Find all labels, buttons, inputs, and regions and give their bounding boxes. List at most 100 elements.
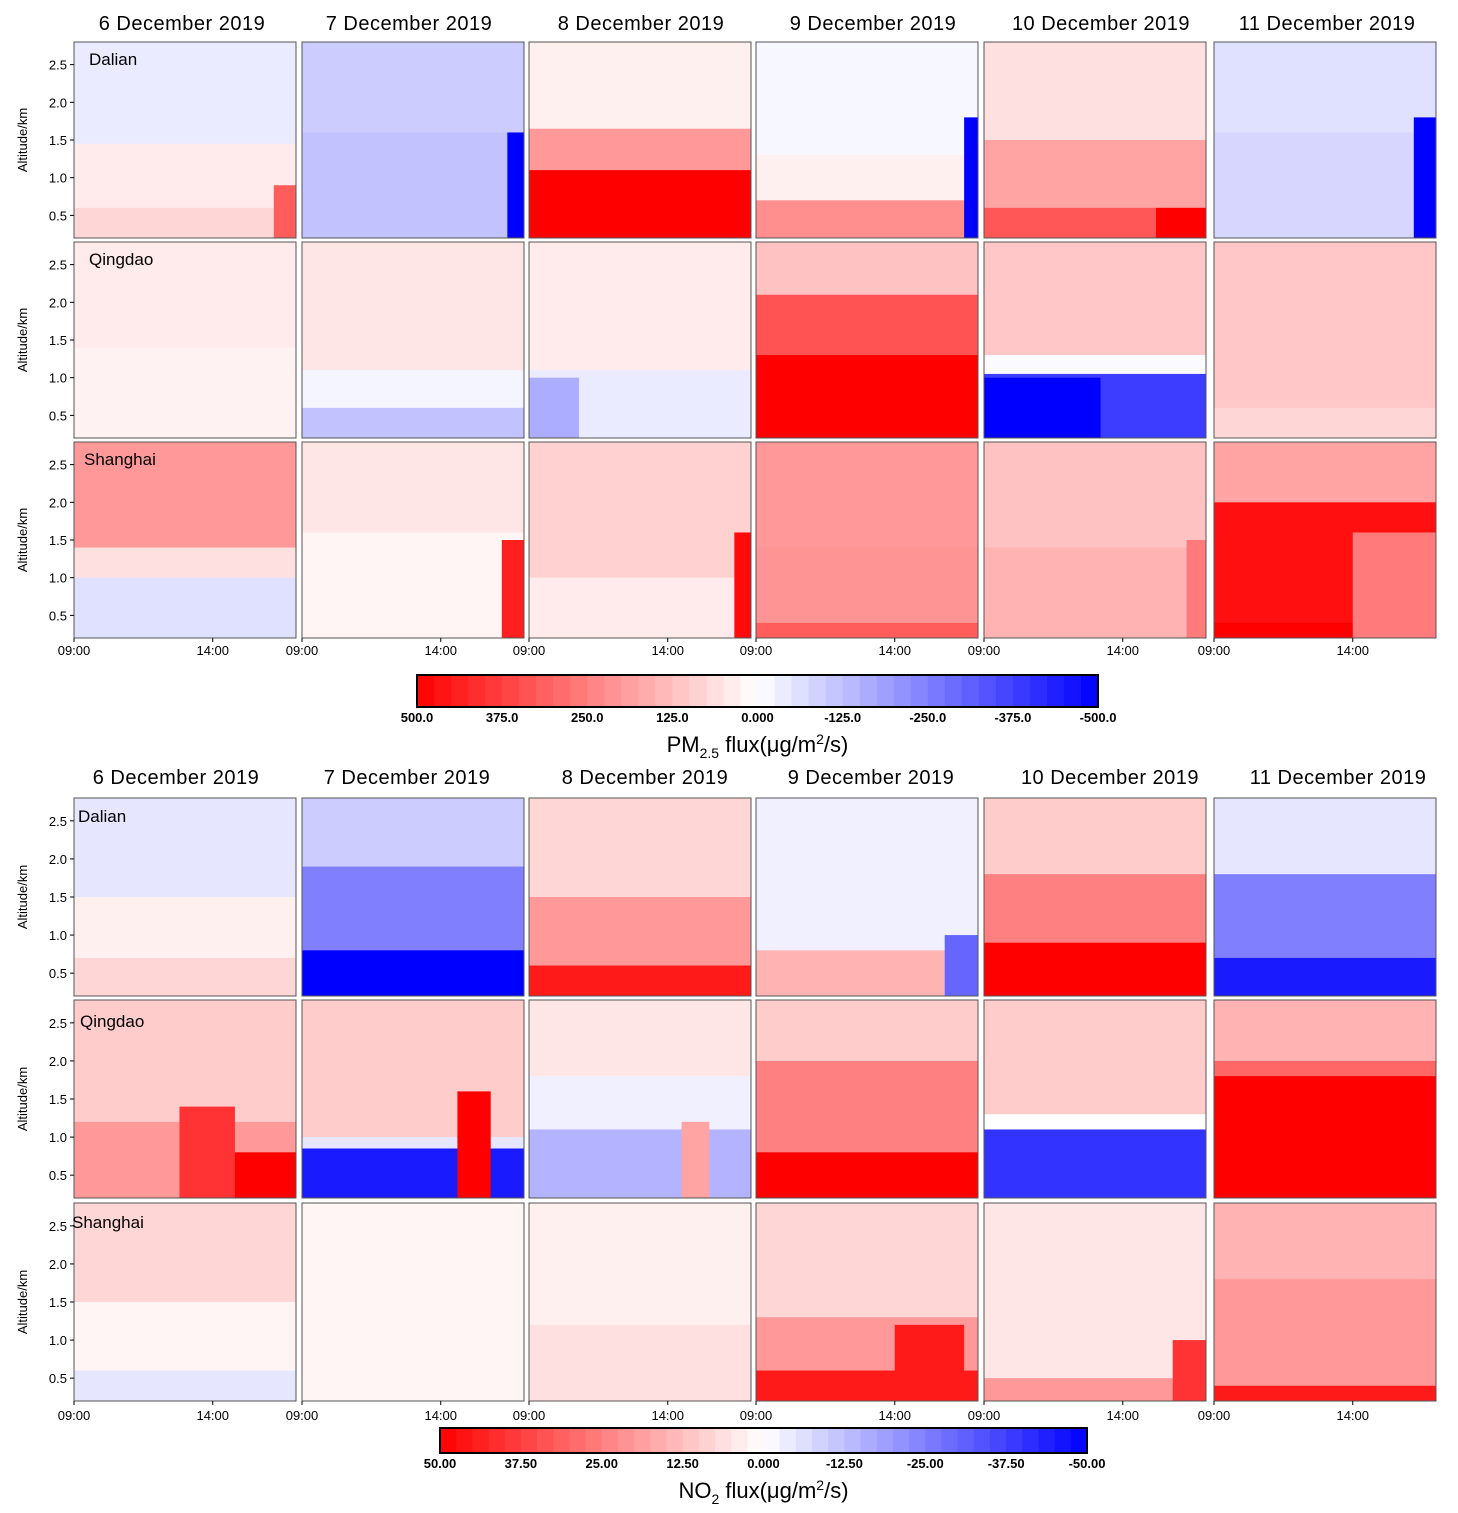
heatmap-band — [302, 950, 524, 996]
x-tick-label: 09:00 — [513, 643, 546, 658]
heatmap-band — [302, 132, 524, 238]
panel-frame — [528, 999, 752, 1199]
heatmap-panel — [301, 241, 525, 439]
heatmap-band — [756, 355, 978, 438]
colorbar: 500.0 375.0 250.0 125.0 0.000 -125.0 -250.0 -37… — [401, 674, 1116, 761]
colorbar-step — [973, 1428, 991, 1453]
panel-frame — [301, 241, 525, 439]
heatmap-band — [74, 957, 296, 996]
colorbar-step — [504, 1428, 522, 1453]
x-tick-label: 14:00 — [1336, 1408, 1369, 1423]
colorbar-frame — [439, 1427, 1088, 1454]
heatmap-patch — [964, 117, 978, 238]
heatmap-panel — [1213, 999, 1437, 1199]
heatmap-panel — [301, 999, 525, 1199]
heatmap-band — [756, 1152, 978, 1198]
colorbar-step — [587, 675, 605, 707]
colorbar-step — [1046, 675, 1065, 707]
colorbar-tick-label: 25.00 — [585, 1456, 618, 1471]
city-label: Dalian — [78, 807, 126, 826]
colorbar-step — [604, 675, 622, 707]
panel-frame — [1213, 441, 1437, 639]
colorbar-step — [519, 675, 537, 707]
city-label: Shanghai — [72, 1213, 144, 1232]
colorbar-step — [844, 1428, 862, 1453]
y-axis-label: Altitude/km — [15, 865, 30, 929]
colorbar-label-part: flux(μg/m — [719, 1478, 816, 1503]
colorbar-step — [666, 1428, 684, 1453]
colorbar-step — [876, 675, 895, 707]
heatmap-panel — [983, 999, 1207, 1199]
heatmap-patch — [1186, 540, 1206, 638]
heatmap-panel — [1213, 41, 1437, 239]
heatmap-panel — [755, 241, 979, 439]
colorbar-step — [791, 675, 810, 707]
colorbar-step — [779, 1428, 797, 1453]
heatmap-band — [984, 547, 1206, 638]
colorbar-step — [774, 675, 793, 707]
heatmap-band — [74, 347, 296, 438]
heatmap-band — [74, 577, 296, 638]
heatmap-band — [984, 942, 1206, 996]
heatmap-patch — [179, 1106, 235, 1198]
heatmap-panel — [983, 1202, 1207, 1402]
colorbar-tick-label: -250.0 — [909, 710, 946, 725]
colorbar-label-part: PM — [667, 732, 700, 757]
y-axis-label: Altitude/km — [15, 508, 30, 572]
colorbar-step — [812, 1428, 829, 1453]
colorbar-step — [520, 1428, 538, 1453]
heatmap-band — [984, 1203, 1206, 1401]
colorbar-step — [1038, 1428, 1056, 1453]
x-tick-label: 14:00 — [196, 1408, 229, 1423]
city-label: Shanghai — [84, 450, 156, 469]
heatmap-patch — [984, 377, 1101, 438]
x-tick-label: 09:00 — [968, 643, 1001, 658]
date-title: 11 December 2019 — [1250, 767, 1427, 789]
colorbar-step — [995, 675, 1014, 707]
y-tick-label: 1.0 — [49, 1130, 67, 1145]
colorbar-tick-label: 50.00 — [424, 1456, 457, 1471]
y-tick-label: 2.0 — [49, 495, 67, 510]
date-title: 8 December 2019 — [558, 13, 724, 35]
heatmap-panel — [983, 41, 1207, 239]
panel-frame — [528, 441, 752, 639]
colorbar-step — [570, 675, 588, 707]
colorbar-label: NO2 flux(μg/m2/s) — [678, 1477, 848, 1507]
panel-frame — [755, 999, 979, 1199]
heatmap-band — [984, 1378, 1206, 1401]
heatmap-panel: 2.5 2.0 1.5 1.0 0.5 Altitude/km — [15, 41, 297, 239]
heatmap-patch — [1172, 1340, 1206, 1401]
heatmap-panel: 2.5 2.0 1.5 1.0 0.5 Altitude/km — [15, 797, 297, 997]
colorbar-step — [747, 1428, 765, 1453]
colorbar-step — [621, 675, 639, 707]
y-tick-label: 1.0 — [49, 1333, 67, 1348]
x-tick-label: 14:00 — [651, 643, 684, 658]
colorbar-step — [537, 1428, 554, 1453]
panel-frame — [755, 441, 979, 639]
heatmap-patch — [1156, 207, 1206, 238]
colorbar-step — [909, 1428, 926, 1453]
panel-frame — [983, 797, 1207, 997]
heatmap-patch — [1352, 532, 1436, 638]
y-tick-label: 2.5 — [49, 814, 67, 829]
colorbar-step — [634, 1428, 651, 1453]
y-tick-label: 1.5 — [49, 1295, 67, 1310]
colorbar-step — [468, 675, 486, 707]
panel-frame — [528, 41, 752, 239]
colorbar-step — [731, 1428, 748, 1453]
colorbar-step — [1022, 1428, 1040, 1453]
heatmap-band — [1214, 957, 1436, 996]
colorbar-step — [434, 675, 452, 707]
colorbar-step — [989, 1428, 1007, 1453]
heatmap-patch — [507, 132, 524, 238]
colorbar-step — [650, 1428, 668, 1453]
heatmap-panel — [528, 999, 752, 1199]
colorbar-step — [502, 675, 520, 707]
colorbar-tick-label: 250.0 — [571, 710, 604, 725]
colorbar-step — [672, 675, 690, 707]
heatmap-panel — [755, 999, 979, 1199]
colorbar-step — [488, 1428, 506, 1453]
y-tick-label: 2.0 — [49, 1257, 67, 1272]
heatmap-patch — [457, 1091, 491, 1198]
panel-frame — [1213, 241, 1437, 439]
